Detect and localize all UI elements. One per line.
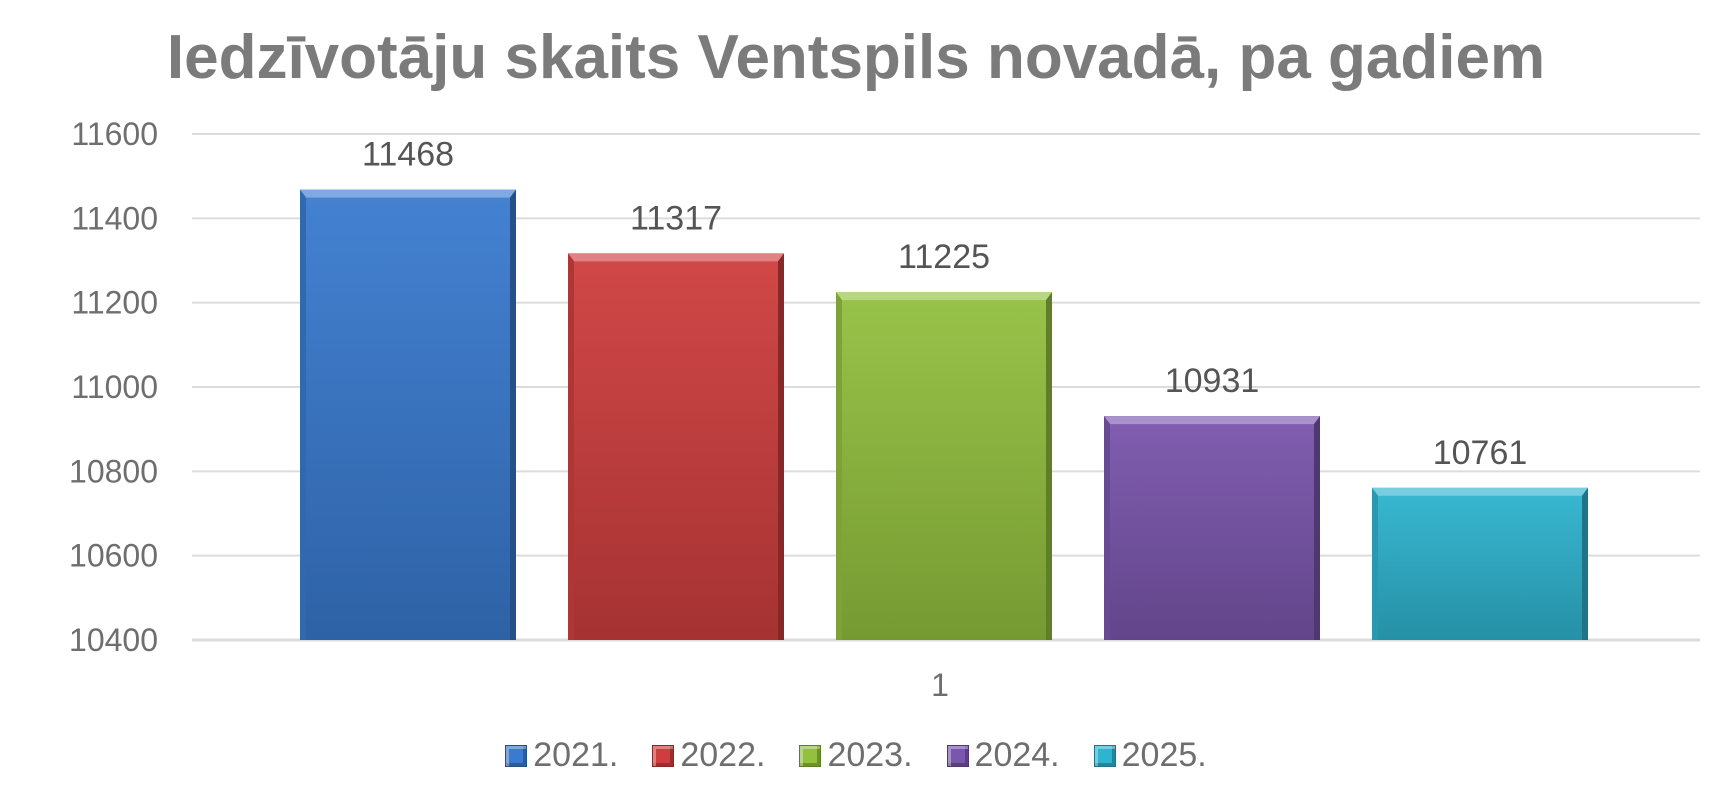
legend-item-2025: 2025. [1093,736,1207,775]
legend-label: 2023. [827,736,913,774]
y-tick-label: 11400 [71,200,158,236]
legend: 2021. 2022. 2023. 2024. 2025. [0,736,1712,775]
legend-item-2022: 2022. [652,736,765,775]
y-tick-label: 11000 [71,369,158,405]
legend-item-2021: 2021. [505,736,618,775]
bar-2021 [300,189,516,640]
legend-label: 2024. [974,736,1060,774]
legend-swatch [799,744,822,767]
bars [300,189,1588,640]
legend-swatch [505,744,528,767]
x-category-label: 1 [931,667,949,703]
data-label-2024: 10931 [1165,362,1260,400]
y-tick-label: 10800 [69,453,158,489]
bar-2024 [1104,416,1320,640]
legend-swatch [652,744,675,767]
y-tick-label: 10600 [69,538,158,574]
legend-label: 2021. [533,736,619,774]
data-label-2023: 11225 [898,238,990,276]
legend-label: 2025. [1121,736,1207,774]
y-tick-label: 10400 [69,622,158,658]
legend-item-2023: 2023. [799,736,913,775]
data-label-2022: 11317 [630,199,722,237]
x-axis-categories: 1 [931,667,949,703]
bar-2023 [836,292,1052,640]
legend-item-2024: 2024. [946,736,1060,775]
y-tick-label: 11600 [71,116,158,152]
legend-label: 2022. [680,736,766,774]
bar-2022 [568,253,784,640]
y-tick-label: 11200 [71,285,158,321]
data-label-2021: 11468 [362,136,454,174]
data-label-2025: 10761 [1433,434,1528,472]
data-labels: 11468 11317 11225 10931 10761 [362,136,1527,472]
chart-title: Iedzīvotāju skaits Ventspils novadā, pa … [166,23,1546,92]
legend-swatch [946,744,969,767]
y-axis-ticks: 10400 10600 10800 11000 11200 11400 11600 [69,116,158,658]
legend-swatch [1093,744,1116,767]
bar-2025 [1372,487,1588,640]
